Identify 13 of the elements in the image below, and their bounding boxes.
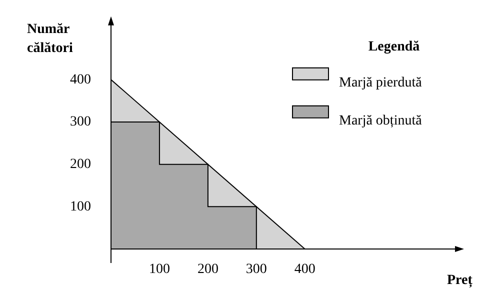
x-tick-label: 400 xyxy=(294,262,316,278)
y-tick-label: 400 xyxy=(70,72,91,88)
legend-label: Marjă obținută xyxy=(339,113,423,128)
legend-title: Legendă xyxy=(368,39,420,54)
y-tick-label: 200 xyxy=(70,157,91,172)
x-axis-title: Preț xyxy=(447,273,473,288)
y-tick-label: 100 xyxy=(70,199,91,214)
x-tick-label: 200 xyxy=(197,262,218,278)
legend-label: Marjă pierdută xyxy=(339,75,423,90)
y-axis-title: Număr călători xyxy=(27,22,73,56)
x-tick-label: 100 xyxy=(148,262,170,278)
x-tick-label: 300 xyxy=(246,262,267,278)
y-tick-label: 300 xyxy=(70,114,91,130)
